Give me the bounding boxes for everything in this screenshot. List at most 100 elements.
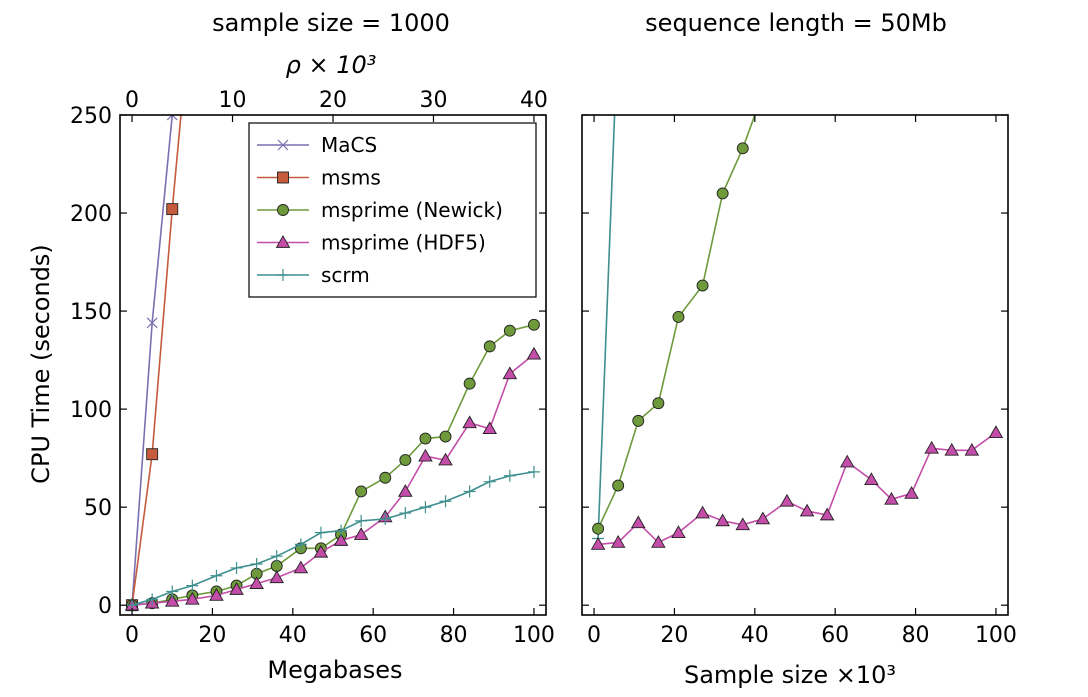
right-plot-area: 0 20 40 60 80 100	[581, 114, 1017, 648]
data-point-msprime-newick	[592, 522, 605, 535]
y-tick-label: 0	[98, 594, 112, 619]
data-point-msprime-hdf5	[333, 533, 349, 546]
data-point-scrm	[186, 579, 199, 592]
x-tick-label: 0	[587, 623, 601, 648]
legend-marker-scrm	[277, 269, 289, 281]
legend-marker-macs	[277, 139, 289, 151]
data-point-msprime-newick	[672, 311, 685, 323]
data-point-msprime-newick	[527, 318, 540, 331]
data-point-macs	[146, 317, 158, 329]
plot-frame	[581, 114, 1009, 616]
data-point-msprime-hdf5	[799, 503, 815, 517]
data-point-msprime-hdf5	[313, 544, 329, 558]
x-tick-label: 60	[359, 623, 387, 648]
data-point-scrm	[210, 569, 223, 582]
data-point-msprime-newick	[652, 397, 665, 410]
top-x-tick-label: 20	[319, 88, 347, 113]
data-point-msprime-hdf5	[839, 454, 855, 468]
data-point-scrm	[527, 465, 540, 478]
top-x-tick-label: 10	[219, 88, 247, 113]
data-point-macs	[166, 115, 178, 121]
data-point-msprime-hdf5	[269, 570, 285, 584]
data-point-msprime-hdf5	[695, 505, 710, 519]
data-point-msprime-newick	[612, 479, 625, 492]
data-point-scrm	[439, 495, 452, 508]
data-point-msprime-hdf5	[249, 576, 264, 589]
data-point-msprime-hdf5	[819, 507, 835, 521]
data-point-msprime-hdf5	[526, 346, 542, 360]
data-point-msprime-hdf5	[462, 415, 477, 429]
x-tick-label: 20	[660, 623, 688, 648]
data-point-msprime-newick	[716, 187, 729, 200]
data-point-scrm	[503, 469, 516, 482]
top-x-tick-label: 40	[520, 88, 548, 113]
data-point-msprime-hdf5	[293, 560, 309, 574]
series-line-msprime-hdf5	[131, 353, 535, 606]
top-axis-label: ρ × 10³	[286, 51, 377, 79]
x-tick-label: 60	[821, 623, 849, 648]
data-point-msprime-hdf5	[944, 442, 960, 456]
data-point-msprime-newick	[379, 471, 392, 484]
data-point-scrm	[463, 485, 476, 498]
legend-label-macs: MaCS	[321, 133, 377, 157]
x-tick-label: 80	[902, 623, 930, 648]
legend-marker-msms	[277, 171, 289, 184]
legend: MaCS msms msprime (Newick) msprime (HDF5) sc…	[248, 122, 537, 298]
series-line-msprime-newick	[131, 324, 535, 606]
data-point-msprime-hdf5	[398, 484, 413, 497]
data-point-msprime-hdf5	[671, 525, 686, 538]
data-point-msprime-hdf5	[590, 537, 606, 550]
data-point-scrm	[483, 475, 496, 488]
data-point-msprime-hdf5	[482, 421, 498, 435]
y-tick-label: 200	[70, 202, 112, 227]
legend-label-scrm: scrm	[321, 263, 370, 287]
series-group	[124, 115, 542, 612]
data-point-msprime-newick	[736, 142, 749, 155]
data-point-msprime-hdf5	[715, 513, 730, 527]
data-point-scrm	[230, 561, 243, 574]
data-point-msprime-hdf5	[779, 493, 795, 507]
x-tick-label: 0	[125, 623, 139, 648]
data-point-msprime-hdf5	[924, 440, 939, 454]
legend-marker-msprime-newick	[277, 204, 289, 216]
top-x-tick-label: 0	[125, 88, 139, 113]
x-tick-label: 40	[741, 623, 769, 648]
data-point-scrm	[335, 524, 348, 537]
series-group	[590, 115, 1004, 550]
left-chart-title: sample size = 1000	[212, 9, 450, 37]
data-point-msprime-hdf5	[735, 517, 751, 531]
data-point-scrm	[399, 507, 412, 520]
y-tick-label: 100	[70, 398, 112, 423]
x-tick-label: 100	[513, 623, 555, 648]
data-point-scrm	[314, 526, 327, 539]
data-point-msprime-newick	[399, 454, 412, 467]
data-point-scrm	[294, 538, 307, 551]
right-chart-title: sequence length = 50Mb	[645, 9, 947, 37]
data-point-scrm	[419, 501, 432, 514]
x-tick-label: 40	[279, 623, 307, 648]
data-point-msprime-newick	[483, 340, 496, 353]
right-chart-panel: sequence length = 50Mb Sample size ×10³ …	[581, 9, 1017, 689]
data-point-msprime-hdf5	[651, 535, 666, 548]
data-point-msprime-newick	[503, 324, 516, 337]
data-point-msprime-newick	[463, 377, 476, 390]
data-point-msprime-hdf5	[884, 491, 899, 505]
data-point-msprime-newick	[355, 485, 368, 498]
data-point-msprime-hdf5	[353, 527, 369, 540]
series-line-msms	[131, 115, 182, 606]
legend-marker-msprime-hdf5	[275, 235, 291, 248]
left-chart-panel: sample size = 1000 ρ × 10³ Megabases CPU…	[27, 9, 555, 684]
y-tick-label: 50	[84, 496, 112, 521]
data-point-msprime-hdf5	[864, 472, 879, 486]
data-point-msprime-hdf5	[229, 582, 244, 595]
data-point-scrm	[146, 593, 159, 606]
y-tick-label: 250	[70, 104, 112, 129]
data-point-scrm	[250, 558, 263, 571]
y-tick-label: 150	[70, 300, 112, 325]
legend-label-msprime-newick: msprime (Newick)	[321, 198, 503, 222]
x-tick-label: 100	[975, 623, 1017, 648]
data-point-msprime-newick	[632, 414, 645, 427]
legend-label-msprime-hdf5: msprime (HDF5)	[321, 231, 486, 255]
data-point-msprime-hdf5	[209, 587, 224, 601]
